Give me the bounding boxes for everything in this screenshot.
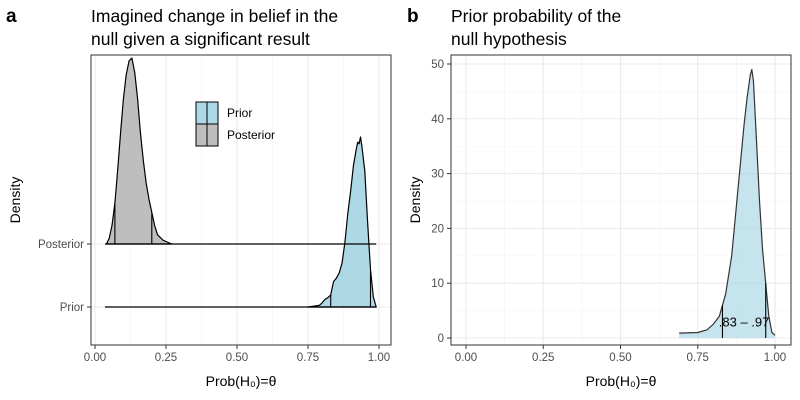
chart-b-title-line1: Prior probability of the bbox=[451, 6, 621, 26]
chart-a-ticks: 0.00 0.25 0.50 0.75 1.00 Posterior Prior bbox=[38, 239, 390, 364]
density-line bbox=[679, 68, 776, 336]
chart-b-marks: .83 – .97 bbox=[679, 68, 776, 338]
legend-label-posterior: Posterior bbox=[227, 128, 275, 142]
legend-label-prior: Prior bbox=[227, 106, 252, 120]
chart-a-title-line2: null given a significant result bbox=[91, 29, 310, 49]
chart-b-ylabel: Density bbox=[407, 177, 423, 224]
chart-b-x-tick-label: 0.50 bbox=[609, 352, 631, 364]
panel-b-label: b bbox=[407, 6, 419, 27]
chart-b-y-tick-label: 30 bbox=[431, 169, 444, 181]
chart-b-x-tick-label: 1.00 bbox=[764, 352, 786, 364]
density-area bbox=[679, 69, 775, 338]
chart-b-x-tick-label: 0.00 bbox=[455, 352, 477, 364]
chart-a-y-tick-label: Prior bbox=[60, 302, 84, 314]
chart-a-x-tick-label: 1.00 bbox=[368, 352, 390, 364]
chart-b-title-line2: null hypothesis bbox=[451, 29, 567, 49]
chart-a-marks bbox=[104, 57, 377, 308]
chart-b-ticks: 0.00 0.25 0.50 0.75 1.00 0 10 20 30 40 50 bbox=[431, 59, 786, 364]
chart-b-xlabel: Prob(H₀)=θ bbox=[586, 373, 657, 389]
chart-b-x-tick-label: 0.25 bbox=[532, 352, 554, 364]
chart-a-x-tick-label: 0.75 bbox=[297, 352, 319, 364]
series-prior-density bbox=[307, 136, 377, 308]
chart-b-y-tick-label: 50 bbox=[431, 59, 444, 71]
chart-panel-a: Imagined change in belief in the null gi… bbox=[7, 6, 392, 389]
chart-b-y-tick-label: 0 bbox=[438, 333, 444, 345]
chart-a-x-tick-label: 0.50 bbox=[226, 352, 248, 364]
chart-a-y-tick-label: Posterior bbox=[38, 239, 84, 251]
chart-b-grid bbox=[451, 55, 791, 345]
panel-a-label: a bbox=[6, 6, 17, 27]
chart-panel-b: Prior probability of the null hypothesis… bbox=[407, 6, 792, 389]
chart-b-y-tick-label: 40 bbox=[431, 114, 444, 126]
chart-b-x-tick-label: 0.75 bbox=[687, 352, 709, 364]
chart-a-x-tick-label: 0.00 bbox=[84, 352, 106, 364]
chart-b-y-tick-label: 20 bbox=[431, 223, 444, 235]
series-posterior-density bbox=[105, 57, 173, 245]
chart-a-title-line1: Imagined change in belief in the bbox=[91, 6, 338, 26]
interval-annotation: .83 – .97 bbox=[719, 315, 770, 330]
chart-a-panel-border bbox=[90, 54, 392, 346]
chart-a-xlabel: Prob(H₀)=θ bbox=[206, 373, 277, 389]
chart-a-legend: Prior Posterior bbox=[195, 101, 275, 147]
chart-a-ylabel: Density bbox=[7, 177, 23, 224]
chart-a-x-tick-label: 0.25 bbox=[155, 352, 177, 364]
chart-b-y-tick-label: 10 bbox=[431, 278, 444, 290]
